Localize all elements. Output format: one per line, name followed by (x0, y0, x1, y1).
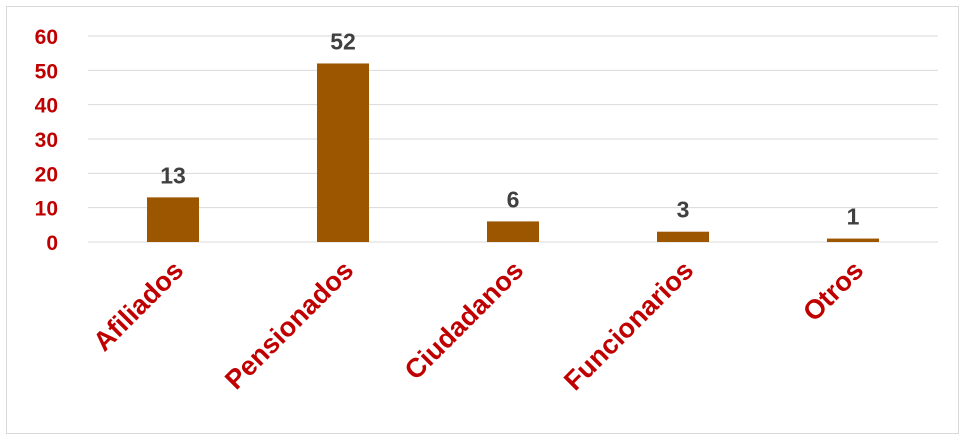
y-tick-label: 10 (35, 198, 58, 221)
bar (317, 63, 369, 242)
x-tick-label: Pensionados (219, 255, 359, 395)
x-axis: Afiliados Pensionados Ciudadanos Funcionari… (87, 255, 869, 396)
bar (827, 238, 879, 242)
x-tick-label: Otros (797, 255, 869, 327)
y-axis: 0 10 20 30 40 50 60 (35, 26, 58, 255)
data-label: 3 (677, 197, 690, 223)
data-label: 52 (330, 28, 356, 54)
bars (147, 63, 879, 242)
x-tick-label: Funcionarios (558, 255, 699, 396)
data-label: 13 (160, 162, 186, 188)
data-label: 1 (847, 204, 860, 230)
y-tick-label: 60 (35, 26, 58, 49)
bar (657, 231, 709, 242)
y-tick-label: 40 (35, 95, 58, 118)
data-labels: 13 52 6 3 1 (160, 28, 859, 229)
y-tick-label: 50 (35, 60, 58, 83)
x-tick-label: Afiliados (87, 255, 189, 357)
bar (147, 197, 199, 242)
bar (487, 221, 539, 242)
y-tick-label: 30 (35, 129, 58, 152)
gridlines (88, 35, 938, 243)
x-tick-label: Ciudadanos (399, 255, 529, 385)
y-tick-label: 20 (35, 163, 58, 186)
y-tick-label: 0 (46, 232, 58, 255)
data-label: 6 (507, 186, 520, 212)
